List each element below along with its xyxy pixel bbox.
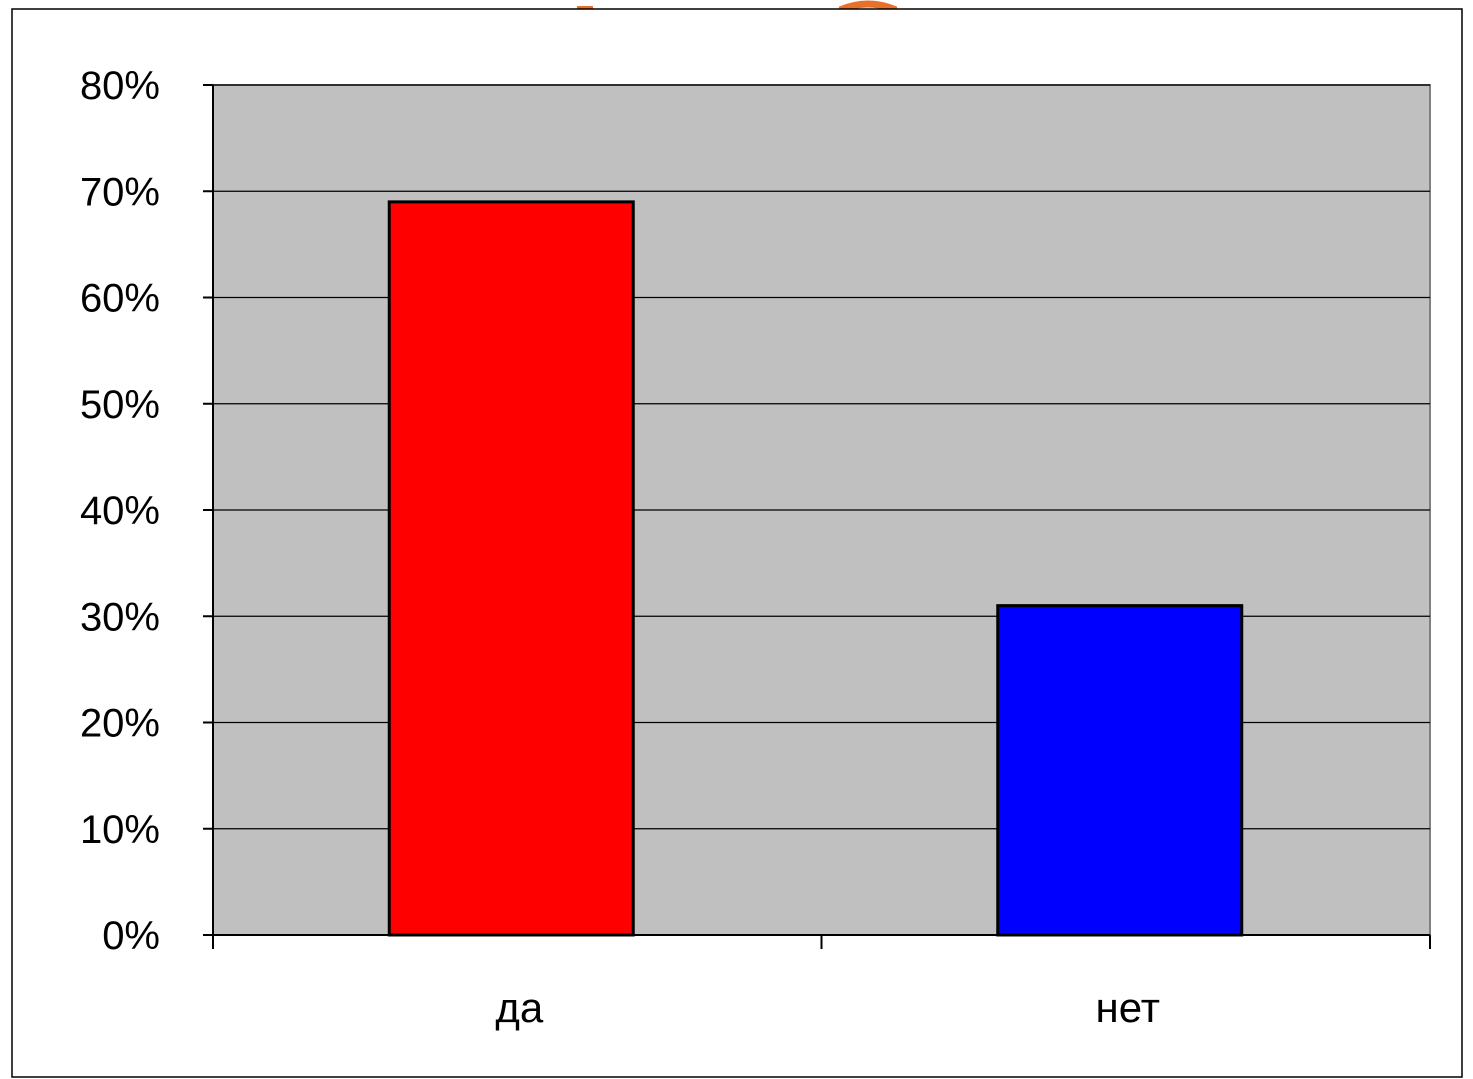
x-category-label: да xyxy=(495,984,544,1031)
y-tick-label: 20% xyxy=(80,702,160,746)
bar-net xyxy=(996,604,1244,937)
y-tick-label: 80% xyxy=(80,64,160,108)
x-category-label: нет xyxy=(1096,984,1160,1031)
y-tick-label: 70% xyxy=(80,170,160,214)
y-tick-label: 30% xyxy=(80,595,160,639)
y-axis-ticks: 0% 10% 20% 30% 40% 50% 60% 70% 80% xyxy=(80,64,213,958)
y-tick-label: 40% xyxy=(80,489,160,533)
y-tick-label: 10% xyxy=(80,808,160,852)
clipped-title-fragment xyxy=(577,0,898,14)
bar-da xyxy=(387,200,635,937)
x-axis-ticks: да нет xyxy=(212,935,1431,1031)
y-tick-label: 50% xyxy=(80,383,160,427)
y-tick-label: 0% xyxy=(102,914,160,958)
bars xyxy=(387,200,1244,937)
y-tick-label: 60% xyxy=(80,277,160,321)
